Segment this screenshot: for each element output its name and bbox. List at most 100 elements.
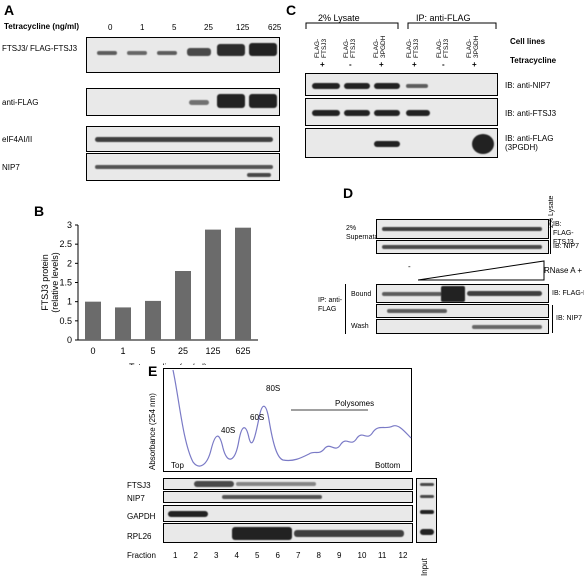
panel-a-header: Tetracycline (ng/ml) [4, 22, 79, 31]
blot-e-gapdh [163, 505, 413, 522]
panel-a-row-ftsj3: FTSJ3/ FLAG-FTSJ3 [2, 44, 78, 53]
panel-e-row-gapdh: GAPDH [127, 512, 156, 521]
gradient-bottom: Bottom [375, 461, 401, 470]
y-tick-label: 1.5 [59, 278, 72, 288]
panel-b-label: B [34, 203, 45, 219]
fraction-number: 9 [337, 551, 342, 560]
y-tick-label: 2.5 [59, 239, 72, 249]
panel-d-ib-flag: IB: FLAG-FTSJ3 [553, 221, 574, 246]
blot-d-bound-flag [376, 284, 549, 303]
x-tick-label: 1 [120, 346, 125, 356]
blot-e-input [416, 478, 437, 543]
y-tick-label: 0.5 [59, 316, 72, 326]
panel-c-cell-lines: Cell lines [510, 37, 546, 46]
polysomes-label: Polysomes [335, 399, 375, 408]
y-tick-label: 2 [67, 258, 72, 268]
tet-sign: + [412, 60, 417, 69]
bar [145, 300, 161, 340]
fraction-number: 7 [296, 551, 301, 560]
blot-d-bound-nip7 [376, 304, 549, 318]
panel-c-group2: IP: anti-FLAG [416, 13, 471, 23]
blot-d-wash-nip7 [376, 319, 549, 334]
panel-c-brackets [305, 22, 497, 29]
panel-c-label: C [286, 2, 297, 18]
panel-c-ib-ftsj3: IB: anti-FTSJ3 [505, 109, 557, 118]
panel-d-bound: Bound [351, 291, 372, 298]
y-tick-label: 3 [67, 220, 72, 230]
dose-label: 5 [172, 23, 177, 32]
x-axis-label: Tetracycline (ng/ml) [129, 362, 207, 365]
blot-e-ftsj3 [163, 478, 413, 490]
blot-c-nip7 [305, 73, 498, 96]
lane-label: FLAG-3PGDH [373, 35, 387, 58]
dose-label: 0 [108, 23, 113, 32]
bar [115, 307, 131, 340]
fraction-number: 4 [234, 551, 239, 560]
blot-a-ftsj3 [86, 37, 280, 73]
fraction-number: 1 [173, 551, 178, 560]
blot-e-nip7 [163, 491, 413, 503]
y-axis-label: (relative levels) [50, 252, 60, 313]
fraction-number: 11 [378, 551, 387, 560]
blot-c-ftsj3 [305, 98, 498, 126]
panel-e-row-rpl26: RPL26 [127, 532, 152, 541]
peak-40s: 40S [221, 426, 236, 435]
x-tick-label: 5 [150, 346, 155, 356]
blot-a-eif4a [86, 126, 280, 152]
panel-a-row-nip7: NIP7 [2, 163, 20, 172]
fraction-number: 5 [255, 551, 260, 560]
blot-d-sup-flag [376, 219, 549, 239]
bar-chart: 0 0.5 1 1.5 2 2.5 3 0 1 5 25 125 625 Tetracycline (ng… [40, 220, 258, 365]
panel-c-ib-flag: IB: anti-FLAG (3PGDH) [505, 134, 554, 152]
rnase-gradient-triangle [418, 260, 545, 281]
gradient-top: Top [171, 461, 184, 470]
panel-d-wash: Wash [351, 323, 369, 330]
blot-d-sup-nip7 [376, 240, 549, 254]
panel-e-row-ftsj3: FTSJ3 [127, 481, 151, 490]
panel-e-row-nip7: NIP7 [127, 494, 145, 503]
fraction-number: 10 [357, 551, 367, 560]
fraction-number: 6 [275, 551, 280, 560]
tet-sign: + [320, 60, 325, 69]
panel-e-ylabel: Absorbance (254 nm) [148, 393, 157, 470]
x-tick-label: 25 [178, 346, 188, 356]
panel-d-ib-bound-flag: IB: FLAG-FTSJ3 [552, 290, 584, 297]
blot-c-flag [305, 128, 498, 158]
y-axis-label: FTSJ3 protein [40, 254, 50, 311]
panel-e-label: E [148, 363, 158, 379]
panel-e-fraction-label: Fraction [127, 551, 156, 560]
dose-label: 1 [140, 23, 145, 32]
panel-c-tet: Tetracycline [510, 56, 557, 65]
dose-label: 625 [268, 23, 282, 32]
fraction-number: 3 [214, 551, 219, 560]
lane-label: FLAG-3PGDH [466, 35, 480, 58]
peak-80s: 80S [266, 384, 281, 393]
fraction-number: 12 [398, 551, 408, 560]
panel-c-group1: 2% Lysate [318, 13, 360, 23]
panel-d-ip: IP: anti-FLAG [318, 297, 343, 313]
dose-label: 125 [236, 23, 250, 32]
panel-d-label: D [343, 185, 354, 201]
blot-a-nip7 [86, 153, 280, 181]
bar [175, 271, 191, 340]
peak-60s: 60S [250, 413, 265, 422]
blot-e-rpl26 [163, 523, 413, 543]
lane-label: FLAG-FTSJ3 [314, 38, 328, 58]
tet-sign: + [379, 60, 384, 69]
bar [235, 227, 251, 340]
panel-a-row-eif4a: eIF4AI/II [2, 135, 33, 144]
lane-label: FLAG-FTSJ3 [343, 38, 357, 58]
tet-sign: - [349, 60, 352, 69]
x-tick-label: 625 [235, 346, 250, 356]
panel-d-minus: - [408, 262, 411, 271]
panel-a-label: A [4, 2, 15, 18]
y-tick-label: 0 [67, 335, 72, 345]
fraction-number: 2 [193, 551, 198, 560]
absorbance-profile [163, 368, 412, 472]
blot-a-flag [86, 88, 280, 116]
panel-d-ib-nip7: IB: NIP7 [553, 243, 580, 250]
x-tick-label: 0 [90, 346, 95, 356]
bar [85, 301, 101, 340]
x-tick-label: 125 [205, 346, 220, 356]
fraction-number: 8 [316, 551, 321, 560]
